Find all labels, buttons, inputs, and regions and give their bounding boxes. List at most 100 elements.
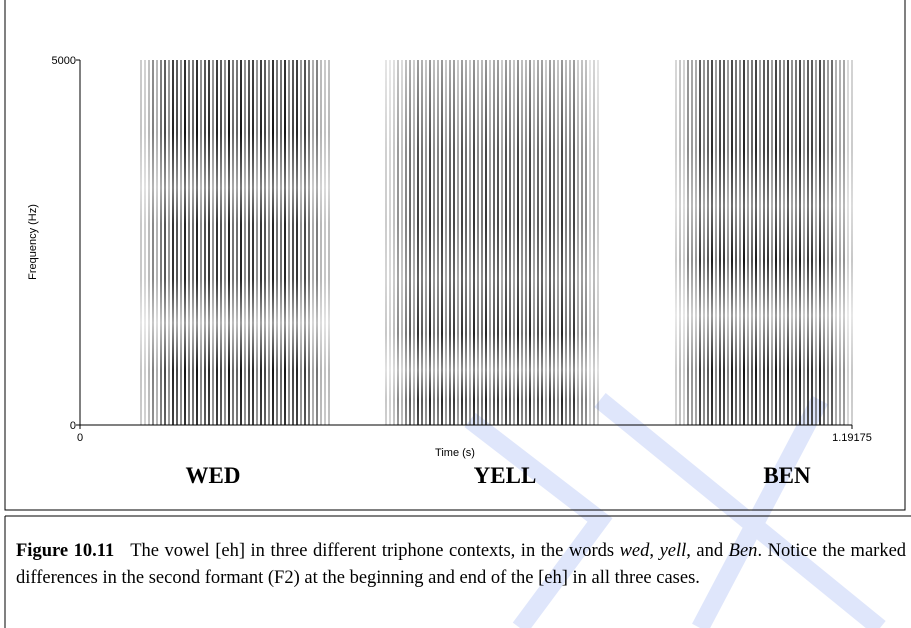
striation [200, 60, 202, 425]
y-tick-label: 5000 [52, 55, 76, 67]
striation [835, 60, 837, 425]
striation [441, 60, 443, 425]
y-tick-label: 0 [70, 420, 76, 432]
striation [389, 60, 391, 425]
striation [847, 60, 849, 425]
striation [256, 60, 258, 425]
striation [823, 60, 825, 425]
striation [557, 60, 559, 425]
striation [739, 60, 741, 425]
striation [232, 60, 234, 425]
striation [401, 60, 403, 425]
caption-text: , [649, 541, 659, 561]
striation [180, 60, 182, 425]
striation [691, 60, 693, 425]
striation [565, 60, 567, 425]
striation [429, 60, 431, 425]
striation [699, 60, 701, 425]
striation [771, 60, 773, 425]
y-axis-label: Frequency (Hz) [27, 204, 39, 280]
caption-text: Ben [729, 541, 758, 561]
striation [280, 60, 282, 425]
striation [719, 60, 721, 425]
striation [469, 60, 471, 425]
spectrogram [140, 60, 853, 425]
striation [316, 60, 318, 425]
striation [405, 60, 407, 425]
striation [236, 60, 238, 425]
striation [831, 60, 833, 425]
striation [731, 60, 733, 425]
striation [783, 60, 785, 425]
striation [815, 60, 817, 425]
striation [521, 60, 523, 425]
striation [140, 60, 142, 425]
striation [192, 60, 194, 425]
striation [687, 60, 689, 425]
striation [795, 60, 797, 425]
striation [393, 60, 395, 425]
striation [300, 60, 302, 425]
caption-text: yell [660, 541, 687, 561]
striation [328, 60, 330, 425]
caption-text: , [686, 541, 691, 561]
striation [260, 60, 262, 425]
striation [324, 60, 326, 425]
striation [397, 60, 399, 425]
striation [537, 60, 539, 425]
page: 5000 0 0 1.19175 Time (s) Frequency (Hz)… [0, 0, 911, 628]
striation [501, 60, 503, 425]
word-label: YELL [474, 463, 537, 488]
striation [188, 60, 190, 425]
striation [743, 60, 745, 425]
x-axis-label: Time (s) [435, 447, 475, 459]
striation [308, 60, 310, 425]
striation [385, 60, 387, 425]
caption-text: and [696, 541, 728, 561]
striation [751, 60, 753, 425]
caption-text: wed [620, 541, 650, 561]
striation [304, 60, 306, 425]
x-tick-label: 1.19175 [832, 432, 872, 444]
striation [224, 60, 226, 425]
striation [775, 60, 777, 425]
striation [585, 60, 587, 425]
striation [172, 60, 174, 425]
striation [425, 60, 427, 425]
striation [272, 60, 274, 425]
striation [505, 60, 507, 425]
striation [735, 60, 737, 425]
striation [695, 60, 697, 425]
word-label: WED [186, 463, 241, 488]
striation [549, 60, 551, 425]
striation [715, 60, 717, 425]
striation [747, 60, 749, 425]
striation [284, 60, 286, 425]
striation [803, 60, 805, 425]
striation [683, 60, 685, 425]
x-tick-label: 0 [77, 432, 83, 444]
striation [787, 60, 789, 425]
striation [421, 60, 423, 425]
striation [208, 60, 210, 425]
word-label: BEN [763, 463, 811, 488]
figure: 5000 0 0 1.19175 Time (s) Frequency (Hz)… [0, 0, 911, 628]
striation [244, 60, 246, 425]
striation [593, 60, 595, 425]
striation [457, 60, 459, 425]
striation [481, 60, 483, 425]
striation [675, 60, 677, 425]
striation [489, 60, 491, 425]
striation [851, 60, 853, 425]
striation [453, 60, 455, 425]
striation [727, 60, 729, 425]
striation [248, 60, 250, 425]
striation [767, 60, 769, 425]
striation [597, 60, 599, 425]
striation [703, 60, 705, 425]
striation [168, 60, 170, 425]
striation [759, 60, 761, 425]
striation [791, 60, 793, 425]
striation [268, 60, 270, 425]
striation [577, 60, 579, 425]
